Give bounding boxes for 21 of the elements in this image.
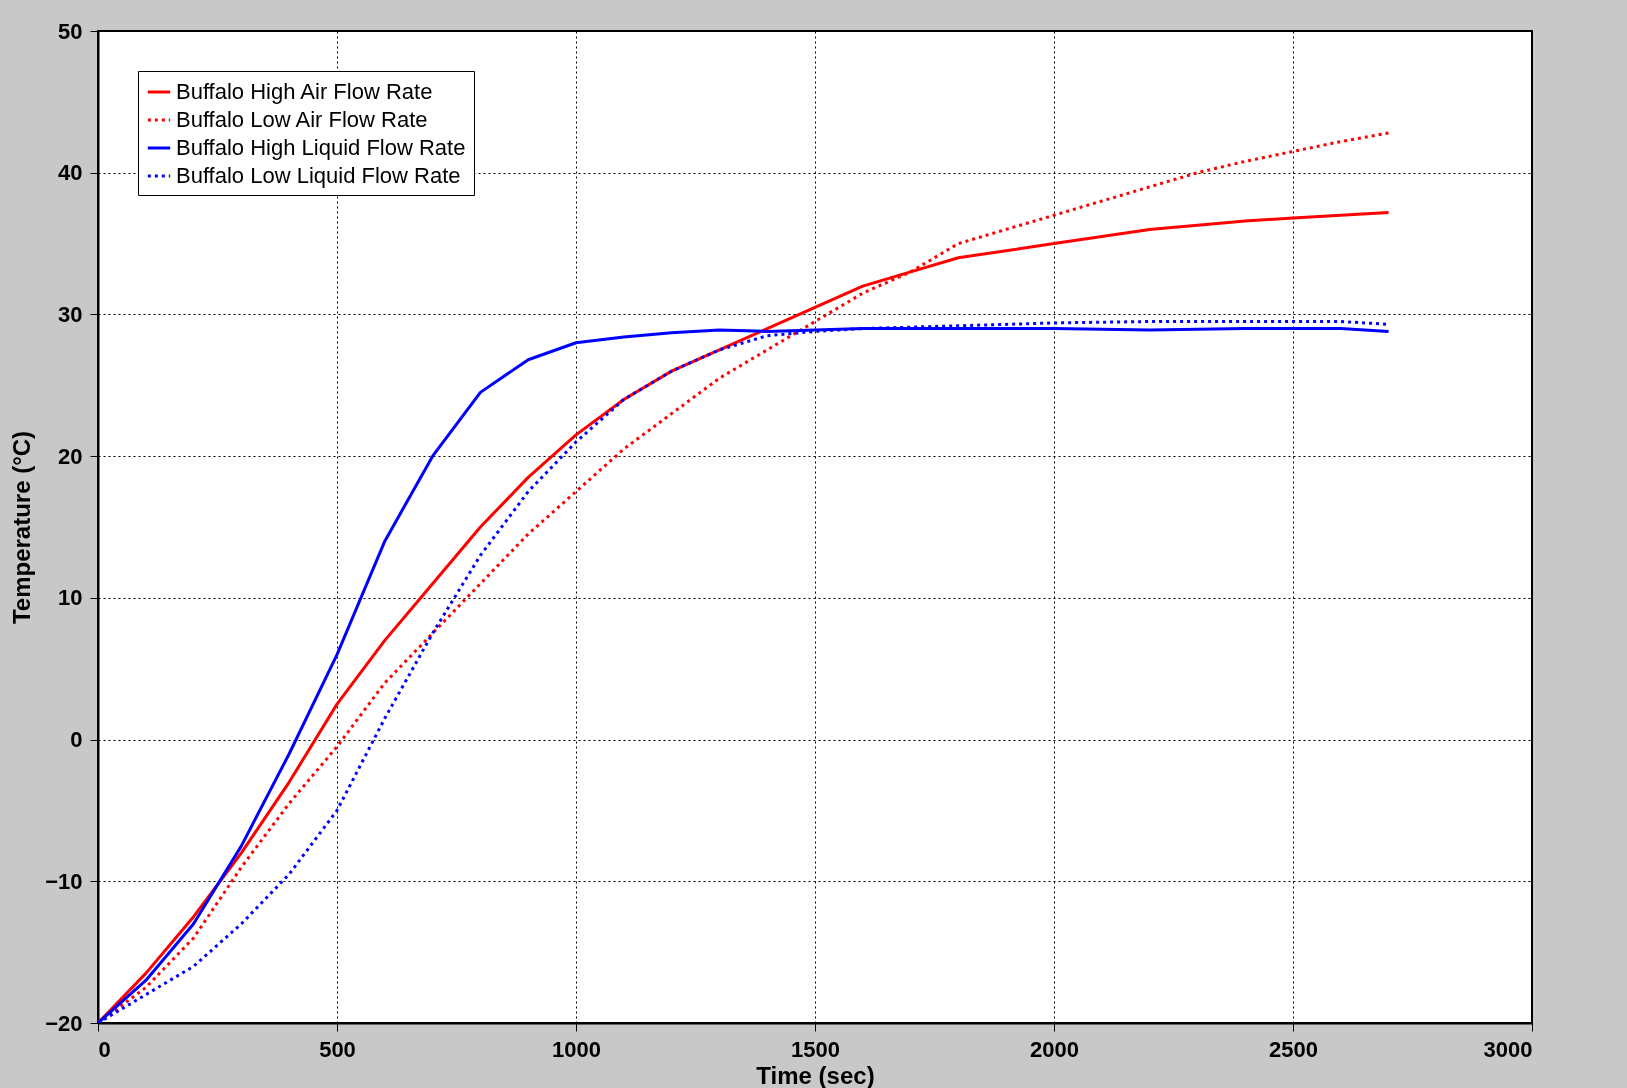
y-tick-label: 50 bbox=[58, 18, 83, 44]
legend-label: Buffalo Low Liquid Flow Rate bbox=[176, 163, 461, 188]
y-tick-label: 10 bbox=[58, 585, 83, 611]
x-axis-title: Time (sec) bbox=[756, 1061, 875, 1088]
x-tick-label: 3000 bbox=[1483, 1036, 1533, 1062]
y-tick-label: −20 bbox=[45, 1010, 83, 1036]
y-tick-label: 30 bbox=[58, 301, 83, 327]
legend-label: Buffalo High Liquid Flow Rate bbox=[176, 135, 466, 160]
y-tick-label: −10 bbox=[45, 868, 83, 894]
x-tick-label: 0 bbox=[98, 1036, 111, 1062]
x-tick-label: 1000 bbox=[552, 1036, 601, 1062]
y-tick-label: 0 bbox=[70, 727, 83, 753]
legend-label: Buffalo Low Air Flow Rate bbox=[176, 107, 428, 132]
x-tick-label: 1500 bbox=[791, 1036, 840, 1062]
x-tick-label: 500 bbox=[319, 1036, 356, 1062]
x-tick-label: 2000 bbox=[1030, 1036, 1079, 1062]
legend-label: Buffalo High Air Flow Rate bbox=[176, 79, 433, 104]
y-axis-title: Temperature (°C) bbox=[8, 430, 36, 625]
x-tick-label: 2500 bbox=[1269, 1036, 1318, 1062]
y-tick-label: 40 bbox=[58, 160, 83, 186]
y-tick-label: 20 bbox=[58, 443, 83, 469]
